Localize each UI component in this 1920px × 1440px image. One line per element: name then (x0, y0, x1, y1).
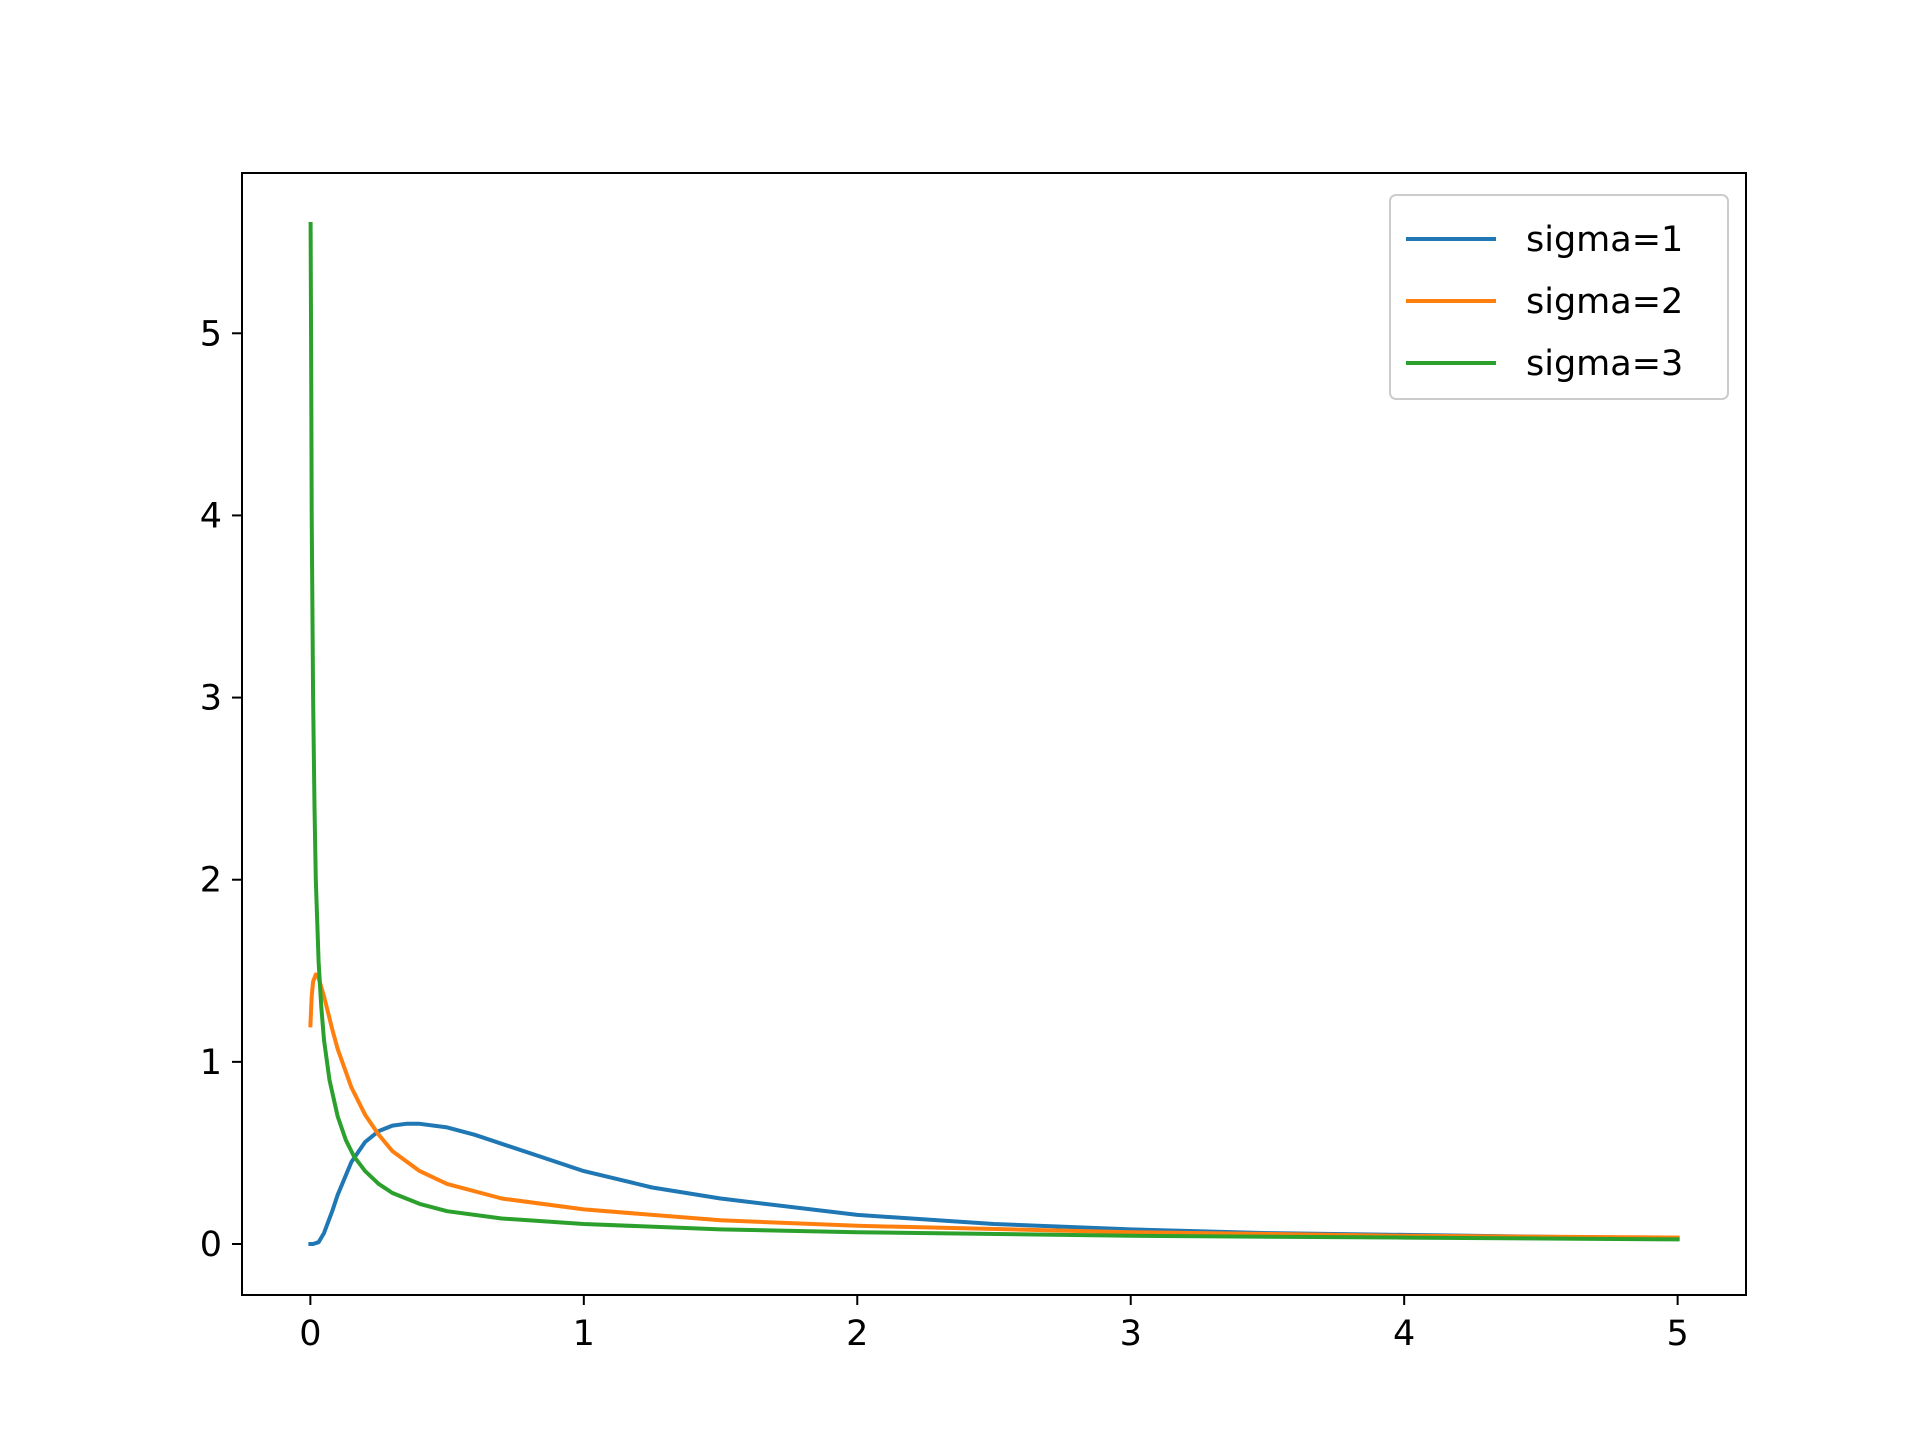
legend: sigma=1 sigma=2 sigma=3 (1389, 194, 1729, 400)
series-line-3 (308, 221, 1680, 1242)
plot-frame (241, 172, 1747, 1296)
legend-label: sigma=2 (1526, 282, 1683, 322)
series-line-2 (308, 972, 1680, 1240)
x-tick-label: 4 (1393, 1314, 1415, 1354)
series-layer (308, 221, 1680, 1246)
y-tick-label: 5 (200, 314, 222, 354)
x-tick-label: 5 (1666, 1314, 1688, 1354)
series-line-1 (308, 1121, 1680, 1246)
x-tick-label: 0 (299, 1314, 321, 1354)
x-axis: 0 1 2 3 4 5 (299, 1295, 1689, 1354)
y-tick-label: 4 (200, 496, 222, 536)
x-tick-label: 1 (573, 1314, 595, 1354)
x-tick-label: 3 (1120, 1314, 1142, 1354)
legend-label: sigma=1 (1526, 220, 1683, 260)
y-tick-label: 2 (200, 861, 222, 901)
y-axis: 0 1 2 3 4 5 (200, 314, 242, 1265)
y-tick-label: 1 (200, 1043, 222, 1083)
y-tick-label: 0 (200, 1225, 222, 1265)
x-tick-label: 2 (846, 1314, 868, 1354)
legend-label: sigma=3 (1526, 344, 1683, 384)
legend-box (1389, 194, 1729, 400)
y-tick-label: 3 (200, 679, 222, 719)
